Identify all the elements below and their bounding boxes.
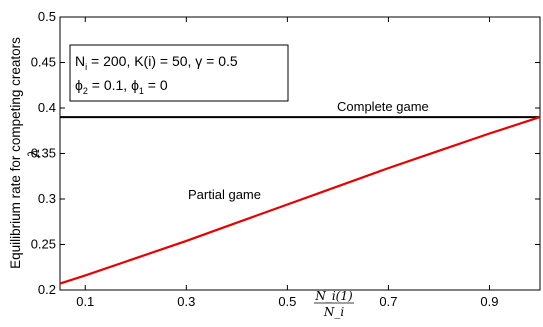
x-axis-ticks: 0.1 0.3 0.5 0.7 0.9 bbox=[76, 17, 499, 309]
complete-game-label: Complete game bbox=[337, 99, 429, 114]
y-tick-label: 0.5 bbox=[38, 9, 56, 24]
y-tick-label: 0.45 bbox=[31, 55, 56, 70]
x-axis-label-numerator: N_i(1) bbox=[314, 289, 353, 303]
parameter-line-2: ϕ2 = 0.1, ϕ1 = 0 bbox=[75, 77, 168, 96]
param-phi2-label: ϕ bbox=[75, 77, 83, 93]
param-n-subscript: i bbox=[85, 62, 87, 72]
param-phi1-label: ϕ bbox=[131, 77, 139, 93]
parameter-box-border bbox=[69, 44, 289, 102]
y-axis-ticks: 0.2 0.25 0.3 0.35 0.4 0.45 0.5 bbox=[31, 9, 540, 297]
y-tick-label: 0.25 bbox=[31, 237, 56, 252]
y-tick-label: 0.35 bbox=[31, 146, 56, 161]
x-tick-label: 0.1 bbox=[76, 294, 94, 309]
partial-game-label: Partial game bbox=[188, 187, 261, 202]
parameter-line-1: Ni = 200, K(i) = 50, γ = 0.5 bbox=[75, 53, 238, 72]
x-tick-label: 0.5 bbox=[278, 294, 296, 309]
param-n-label: N bbox=[75, 53, 85, 69]
partial-game-line bbox=[59, 116, 541, 285]
series-layer bbox=[59, 116, 541, 285]
x-axis-label-denominator: N_i bbox=[323, 305, 345, 319]
param-phi1-value: = 0 bbox=[144, 77, 168, 93]
param-phi2-value: = 0.1, bbox=[88, 77, 131, 93]
param-phi2-subscript: 2 bbox=[83, 86, 88, 96]
y-tick-label: 0.3 bbox=[38, 191, 56, 206]
x-axis-label: N_i(1) N_i bbox=[314, 289, 354, 319]
param-n-value: = 200, K(i) = 50, γ = 0.5 bbox=[87, 53, 238, 69]
y-axis-label: Equilibrium rate for competing creators bbox=[8, 37, 23, 269]
y-tick-label: 0.4 bbox=[38, 100, 56, 115]
x-tick-label: 0.9 bbox=[480, 294, 498, 309]
y-tick-label: 0.2 bbox=[38, 282, 56, 297]
x-tick-label: 0.3 bbox=[177, 294, 195, 309]
x-tick-label: 0.7 bbox=[379, 294, 397, 309]
y-axis-symbol: λ bbox=[25, 148, 43, 159]
parameter-box: Ni = 200, K(i) = 50, γ = 0.5 ϕ2 = 0.1, ϕ… bbox=[69, 44, 289, 102]
param-phi1-subscript: 1 bbox=[139, 86, 144, 96]
